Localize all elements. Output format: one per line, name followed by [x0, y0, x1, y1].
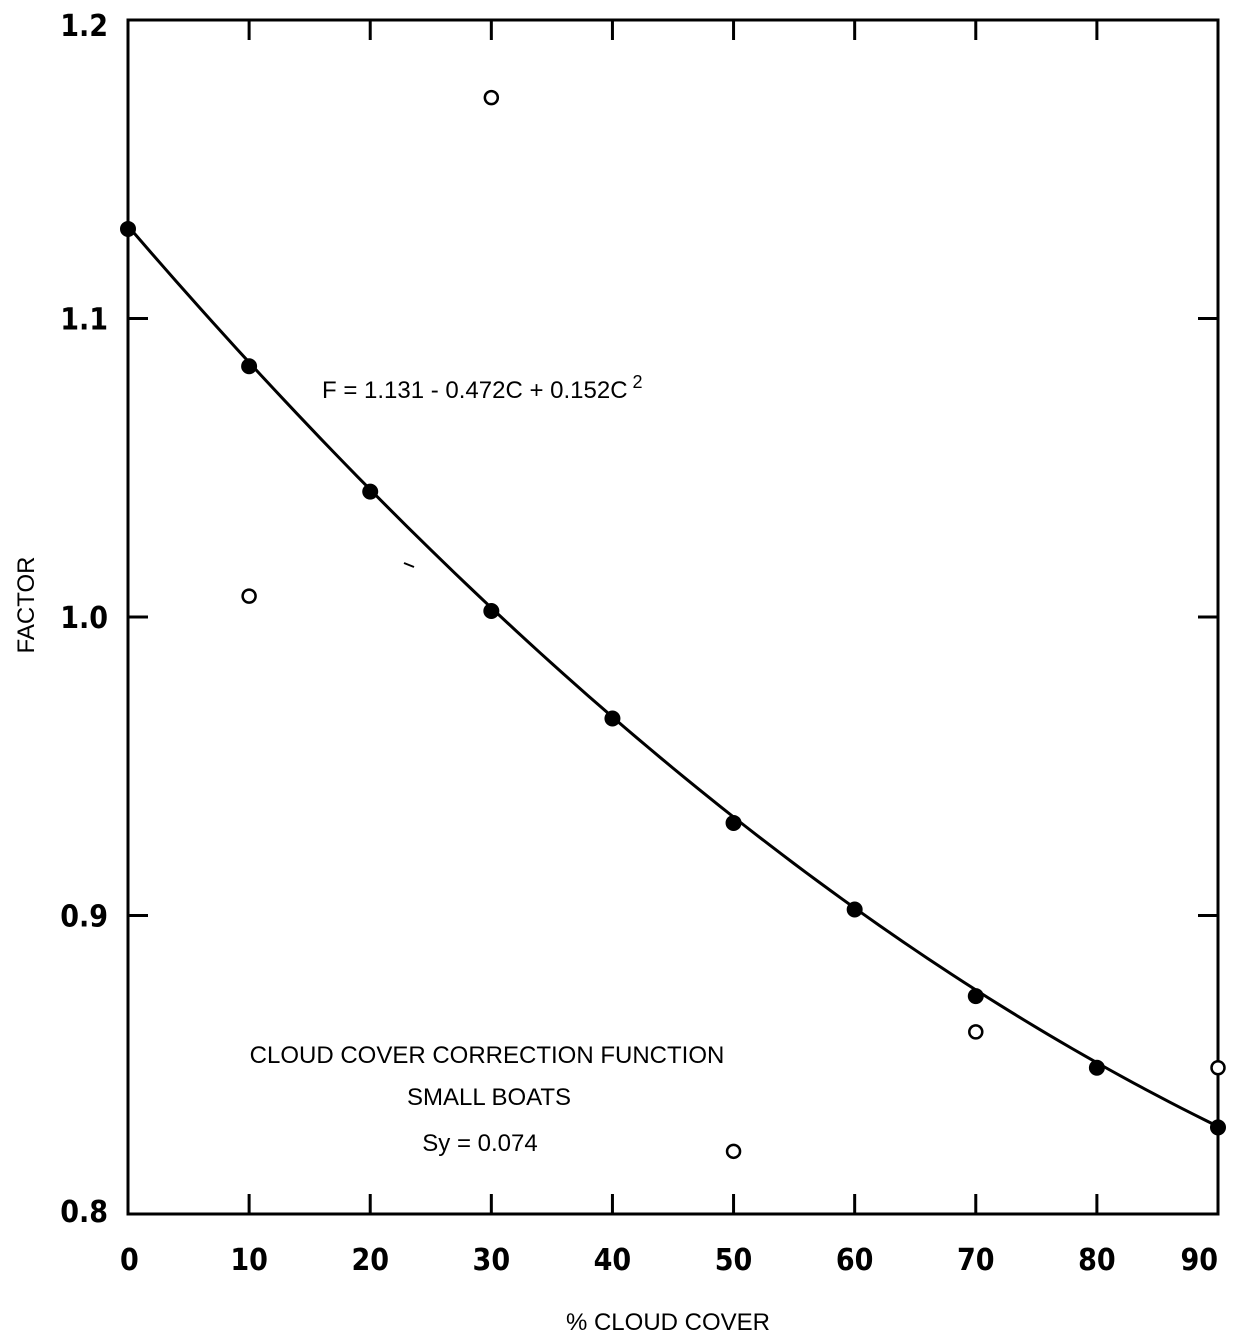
observed-point	[725, 1143, 742, 1160]
fitted-point	[967, 988, 984, 1005]
axis-tick-labels: 0 10 20 30 40 50 60 70 80 90 0.8 0.9 1.0 1.1 1.2	[60, 9, 1218, 1278]
y-tick-label: 1.1	[60, 303, 108, 338]
x-tick-label: 0	[120, 1243, 139, 1278]
y-tick-label: 1.0	[60, 601, 108, 636]
x-axis-title: % CLOUD COVER	[566, 1309, 770, 1336]
observed-point	[968, 1024, 984, 1040]
fitted-point	[120, 220, 136, 237]
x-tick-label: 40	[594, 1243, 632, 1278]
x-tick-label: 30	[473, 1243, 511, 1278]
x-tick-label: 90	[1180, 1243, 1218, 1278]
fitted-point	[846, 901, 863, 918]
y-tick-label: 0.9	[60, 900, 108, 935]
fitted-point	[362, 483, 379, 500]
annotation-line-3: Sy = 0.074	[422, 1130, 537, 1157]
x-tick-label: 10	[230, 1243, 268, 1278]
equation-superscript: 2	[633, 372, 643, 392]
y-tick-label: 1.2	[60, 9, 108, 44]
annotation-line-2: SMALL BOATS	[407, 1084, 571, 1111]
fitted-point	[1088, 1059, 1105, 1076]
fitted-point	[604, 710, 621, 727]
x-tick-label: 20	[351, 1243, 389, 1278]
fitted-point	[241, 358, 258, 375]
equation-label: F = 1.131 - 0.472C + 0.152C 2	[322, 372, 643, 404]
x-tick-label: 50	[715, 1243, 753, 1278]
stray-mark	[403, 562, 415, 568]
fit-curve	[126, 224, 1219, 1128]
fitted-point	[725, 814, 742, 831]
y-tick-label: 0.8	[60, 1195, 108, 1230]
observed-point	[1210, 1059, 1226, 1076]
fitted-point	[483, 603, 500, 620]
observed-point	[483, 89, 500, 106]
annotation-line-1: CLOUD COVER CORRECTION FUNCTION	[250, 1042, 725, 1069]
data-points	[120, 89, 1226, 1160]
y-axis-title: FACTOR	[13, 557, 40, 654]
x-tick-label: 60	[836, 1243, 874, 1278]
axis-ticks	[126, 18, 1220, 1216]
plot-frame	[126, 18, 1220, 1216]
fitted-point	[1210, 1119, 1226, 1136]
x-tick-label: 70	[957, 1243, 995, 1278]
observed-point	[241, 588, 257, 604]
x-tick-label: 80	[1078, 1243, 1116, 1278]
equation-text: F = 1.131 - 0.472C + 0.152C	[322, 377, 628, 404]
